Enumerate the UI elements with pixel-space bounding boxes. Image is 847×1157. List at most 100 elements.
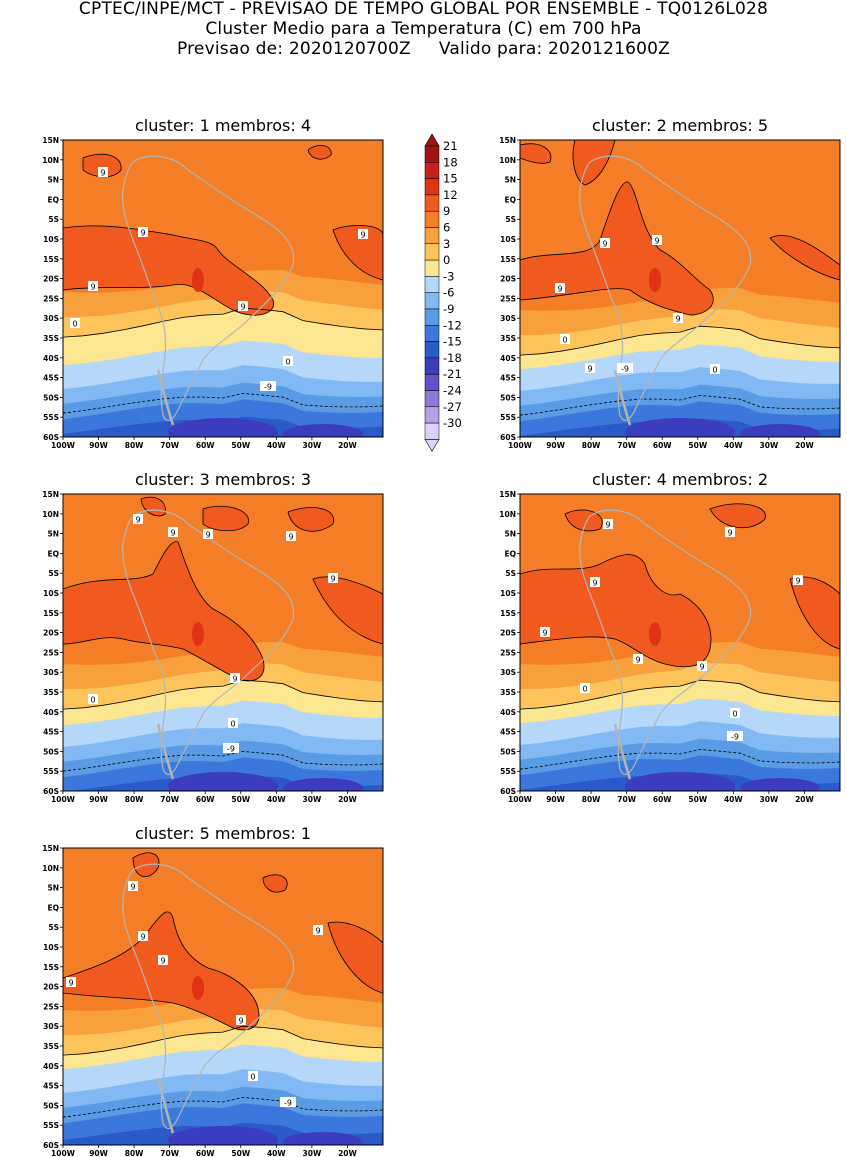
lon-label: 40W <box>267 441 286 450</box>
map-panel-2: cluster: 2 membros: 5 9 9 9 9 9 0 0 -9 15N 10N 5N EQ… <box>499 116 841 450</box>
lat-label: 5N <box>505 530 517 539</box>
legend-level: 0 <box>443 253 450 267</box>
lon-label: 40W <box>267 795 286 804</box>
map-frame <box>62 493 384 792</box>
lon-label: 60W <box>653 795 672 804</box>
contour-label-0: 0 <box>285 358 290 367</box>
lat-label: 60S <box>43 787 59 796</box>
legend-swatch <box>424 341 440 359</box>
map-frame <box>519 493 841 792</box>
lat-label: 45S <box>500 728 516 737</box>
lon-label: 50W <box>231 795 250 804</box>
lat-label: 15S <box>43 963 59 972</box>
lat-label: 5N <box>505 176 517 185</box>
lon-label: 40W <box>724 795 743 804</box>
contour-label-minus9: -9 <box>227 745 235 754</box>
lat-label: 30S <box>43 314 59 323</box>
lat-label: 25S <box>43 648 59 657</box>
lat-label: EQ <box>48 195 60 204</box>
legend-swatch <box>424 390 440 408</box>
legend-swatch <box>424 178 440 196</box>
lon-label: 60W <box>653 441 672 450</box>
lon-label: 90W <box>89 1149 108 1157</box>
lon-label: 100W <box>51 1149 76 1157</box>
contour-label-0: 0 <box>712 366 717 375</box>
lat-label: 60S <box>500 787 516 796</box>
lat-label: 40S <box>43 708 59 717</box>
color-legend: 21 18 15 12 9 6 3 0 -3 -6 -9 -12 -15 -18 -21 -24 -27 -30 <box>424 133 462 452</box>
lon-label: 70W <box>160 1149 179 1157</box>
lon-label: 50W <box>688 441 707 450</box>
contour-label-9: 9 <box>675 315 680 324</box>
lat-label: EQ <box>48 903 60 912</box>
legend-swatch <box>424 422 440 440</box>
contour-label-9: 9 <box>240 303 245 312</box>
lat-label: 55S <box>43 767 59 776</box>
lat-label: 20S <box>500 629 516 638</box>
contour-label-9: 9 <box>315 927 320 936</box>
legend-swatch <box>424 259 440 277</box>
contour-label-9: 9 <box>605 521 610 530</box>
lat-label: 35S <box>500 688 516 697</box>
contour-label-0: 0 <box>582 685 587 694</box>
lon-label: 60W <box>196 441 215 450</box>
contour-label-9: 9 <box>238 1017 243 1026</box>
lat-label: 60S <box>500 433 516 442</box>
lon-label: 20W <box>795 795 814 804</box>
lat-label: 20S <box>43 629 59 638</box>
contour-label-9: 9 <box>100 169 105 178</box>
lat-label: 25S <box>43 1002 59 1011</box>
legend-swatch <box>424 227 440 245</box>
contour-label-0: 0 <box>562 336 567 345</box>
legend-level: 12 <box>443 188 458 202</box>
lat-label: 15N <box>42 136 59 145</box>
lon-label: 30W <box>303 1149 322 1157</box>
lat-label: 10S <box>500 589 516 598</box>
contour-label-9: 9 <box>140 229 145 238</box>
legend-swatch <box>424 276 440 293</box>
lat-label: 55S <box>500 413 516 422</box>
lat-label: 15S <box>43 255 59 264</box>
lat-label: 35S <box>43 688 59 697</box>
lat-label: 50S <box>43 747 59 756</box>
legend-swatch <box>424 162 440 179</box>
legend-level: 3 <box>443 237 450 251</box>
panel-title-4: cluster: 4 membros: 2 <box>592 470 768 489</box>
lat-label: 55S <box>500 767 516 776</box>
lat-label: 40S <box>500 354 516 363</box>
lon-label: 90W <box>89 795 108 804</box>
lat-label: 15N <box>499 490 516 499</box>
lon-label: 80W <box>125 441 144 450</box>
lat-label: 30S <box>500 668 516 677</box>
legend-level: -15 <box>443 335 462 349</box>
lon-label: 30W <box>760 795 779 804</box>
forecast-date: 2020120700Z <box>288 39 411 59</box>
continent-outline <box>122 863 295 1130</box>
continent-outline <box>122 155 295 422</box>
legend-level: -27 <box>443 400 462 414</box>
panel-title-2: cluster: 2 membros: 5 <box>592 116 768 135</box>
lon-label: 60W <box>196 1149 215 1157</box>
panel-title-5: cluster: 5 membros: 1 <box>135 824 311 843</box>
lat-label: 15S <box>500 609 516 618</box>
lat-label: 60S <box>43 1141 59 1150</box>
lat-label: EQ <box>505 195 517 204</box>
legend-level: 15 <box>443 172 458 186</box>
legend-swatch <box>424 292 440 310</box>
legend-level: -12 <box>443 318 462 332</box>
legend-level: 18 <box>443 155 458 169</box>
contour-label-9: 9 <box>592 579 597 588</box>
contour-label-9: 9 <box>557 285 562 294</box>
lon-label: 70W <box>617 441 636 450</box>
lat-label: 10S <box>43 589 59 598</box>
lon-label: 20W <box>338 1149 357 1157</box>
lat-label: 35S <box>43 1042 59 1051</box>
lat-label: 40S <box>43 1062 59 1071</box>
valid-label: Valido para: <box>438 39 543 59</box>
contour-label-9: 9 <box>232 675 237 684</box>
lon-label: 60W <box>196 795 215 804</box>
contour-label-9: 9 <box>699 663 704 672</box>
lat-label: 45S <box>43 1082 59 1091</box>
lon-label: 90W <box>546 441 565 450</box>
contour-label-9: 9 <box>160 957 165 966</box>
